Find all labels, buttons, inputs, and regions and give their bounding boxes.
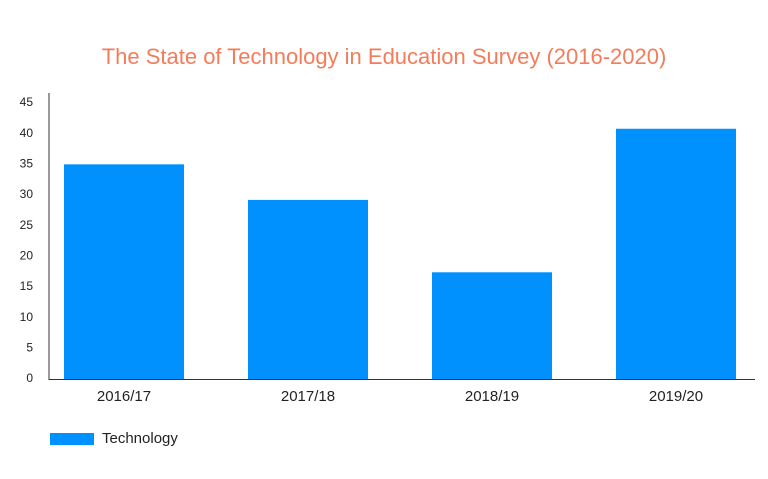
y-tick-label: 40 bbox=[20, 126, 34, 140]
y-tick-label: 20 bbox=[20, 249, 34, 263]
y-tick-label: 15 bbox=[20, 279, 34, 293]
x-tick-label: 2019/20 bbox=[649, 388, 703, 405]
y-tick-label: 5 bbox=[26, 341, 33, 355]
x-tick-label: 2018/19 bbox=[465, 388, 519, 405]
legend-label: Technology bbox=[102, 430, 178, 447]
x-tick-label: 2017/18 bbox=[281, 388, 335, 405]
y-tick-label: 35 bbox=[20, 157, 34, 171]
y-tick-label: 45 bbox=[20, 95, 34, 109]
y-tick-label: 0 bbox=[26, 371, 33, 385]
bar bbox=[616, 128, 736, 379]
x-tick-label: 2016/17 bbox=[97, 388, 151, 405]
chart-title: The State of Technology in Education Sur… bbox=[102, 44, 667, 69]
bar bbox=[248, 199, 368, 379]
bar bbox=[64, 164, 184, 379]
y-tick-label: 10 bbox=[20, 310, 34, 324]
y-tick-label: 30 bbox=[20, 187, 34, 201]
legend-swatch bbox=[50, 433, 94, 445]
y-tick-label: 25 bbox=[20, 218, 34, 232]
bar bbox=[432, 272, 552, 379]
